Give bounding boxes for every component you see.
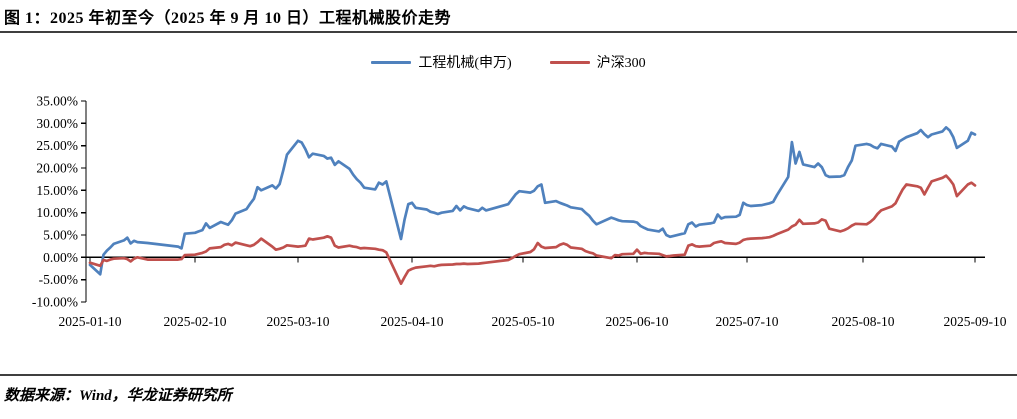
legend-label-csi300: 沪深300	[596, 56, 646, 71]
x-axis-tick-label: 2025-03-10	[267, 314, 330, 329]
y-axis-tick-label: 10.00%	[36, 205, 78, 220]
x-axis-tick-label: 2025-07-10	[716, 314, 779, 329]
source-note: 数据来源：Wind，华龙证券研究所	[4, 388, 232, 404]
x-axis-tick-label: 2025-04-10	[381, 314, 444, 329]
y-axis-tick-label: 30.00%	[36, 116, 78, 131]
x-axis-tick-label: 2025-06-10	[606, 314, 669, 329]
x-axis-tick-label: 2025-05-10	[492, 314, 555, 329]
x-axis-tick-label: 2025-01-10	[59, 314, 122, 329]
x-axis-tick-label: 2025-09-10	[944, 314, 1007, 329]
csi300-line-swatch-icon	[549, 60, 590, 64]
legend-item-csi300: 沪深300	[549, 52, 646, 72]
y-axis-tick-label: 5.00%	[43, 228, 78, 243]
source-divider-rule	[0, 374, 1017, 376]
series-line-0	[88, 126, 977, 276]
figure-title: 图 1：2025 年初至今（2025 年 9 月 10 日）工程机械股价走势	[4, 10, 452, 27]
series-line-1	[88, 174, 977, 286]
x-axis-tick-label: 2025-08-10	[832, 314, 895, 329]
y-axis-tick-label: 20.00%	[36, 161, 78, 176]
legend-item-machinery: 工程机械(申万)	[371, 52, 512, 72]
machinery-line-swatch-icon	[371, 60, 412, 64]
y-axis-tick-label: 15.00%	[36, 183, 78, 198]
title-divider-rule	[0, 31, 1017, 33]
y-axis-tick-label: 0.00%	[43, 250, 78, 265]
legend-label-machinery: 工程机械(申万)	[418, 56, 512, 71]
chart-legend: 工程机械(申万) 沪深300	[0, 52, 1017, 72]
y-axis-tick-label: -5.00%	[39, 272, 78, 287]
y-axis-tick-label: -10.00%	[32, 295, 78, 310]
y-axis-tick-label: 35.00%	[36, 94, 78, 109]
x-axis-tick-label: 2025-02-10	[164, 314, 227, 329]
y-axis-tick-label: 25.00%	[36, 138, 78, 153]
